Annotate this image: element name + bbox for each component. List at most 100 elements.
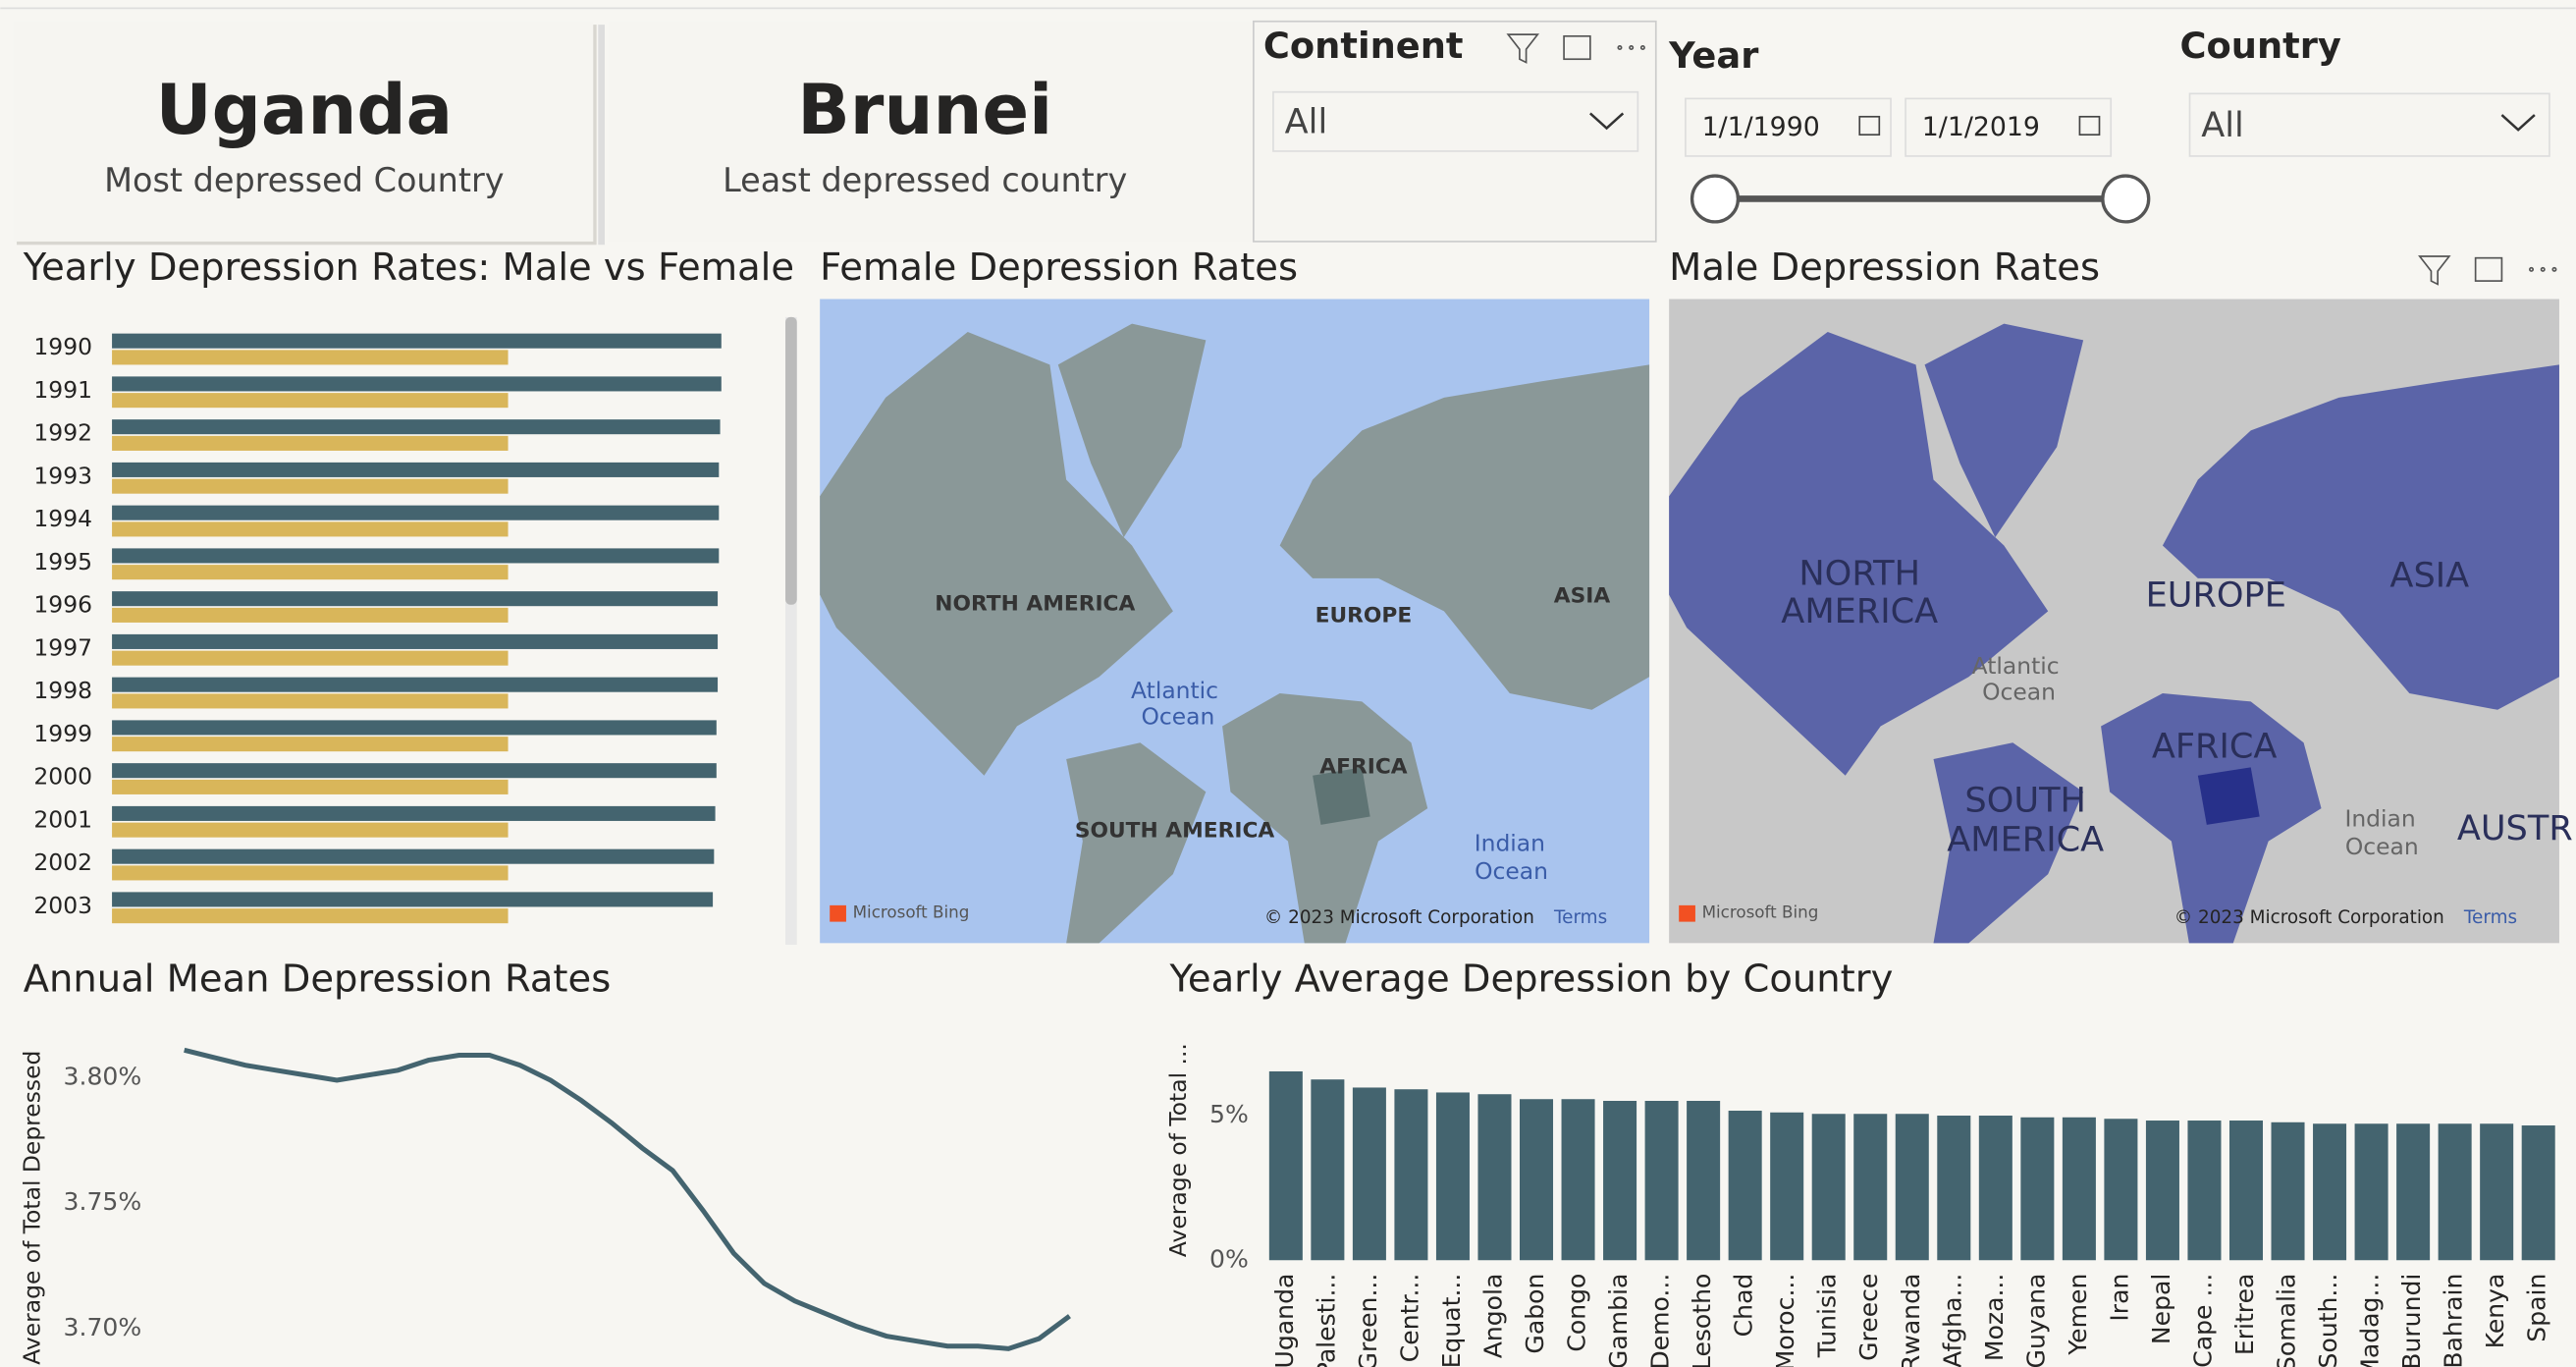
map-label: Atlantic [1131, 677, 1218, 704]
map-land [1669, 331, 2049, 776]
map-terms[interactable]: Terms [2463, 907, 2517, 928]
y-axis-label: Average of Total ... [1164, 1043, 1192, 1257]
bar [2313, 1123, 2347, 1261]
map-title: Male Depression Rates [1669, 246, 2100, 290]
map-label: NORTH [1798, 554, 1920, 594]
y-tick-label: 2000 [33, 763, 92, 791]
bar [1477, 1094, 1512, 1261]
map-label: SOUTH AMERICA [1075, 819, 1275, 844]
bar [2062, 1117, 2096, 1261]
chart-title: Yearly Depression Rates: Male vs Female [23, 246, 794, 290]
date-input[interactable] [1905, 97, 2113, 157]
date-value: 1/1/2019 [1922, 112, 2040, 142]
map-label: AUSTR [2457, 808, 2573, 848]
bar [112, 650, 509, 666]
x-tick-label: Greece [1854, 1274, 1883, 1361]
visual-icons [1506, 33, 1645, 64]
bar [1435, 1092, 1470, 1261]
map-land [2162, 364, 2559, 710]
bar [112, 848, 715, 864]
y-tick-label: 3.80% [64, 1062, 142, 1090]
x-tick-label: Madag... [2356, 1274, 2385, 1367]
y-tick-label: 2001 [33, 805, 92, 833]
slider-handle[interactable] [2101, 174, 2151, 224]
slider-handle[interactable] [1690, 174, 1741, 224]
dropdown[interactable] [1272, 90, 1639, 152]
bar [112, 693, 509, 709]
bar [112, 633, 719, 649]
scrollbar-thumb[interactable] [785, 316, 797, 605]
calendar-icon [1858, 115, 1881, 137]
map-attribution: © 2023 Microsoft Corporation [2174, 907, 2444, 928]
dropdown-value: All [1285, 101, 1328, 141]
bar [112, 478, 509, 494]
x-tick-label: Moroc... [1771, 1274, 1799, 1367]
y-tick-label: 1997 [33, 633, 92, 661]
x-tick-label: Tunisia [1813, 1274, 1842, 1359]
map-attribution: © 2023 Microsoft Corporation [1264, 907, 1534, 928]
bar [1311, 1079, 1345, 1261]
bar [112, 677, 719, 692]
bar [2020, 1117, 2055, 1261]
y-tick-label: 1999 [33, 720, 92, 747]
map-land [1057, 323, 1207, 538]
bar [112, 462, 720, 477]
x-tick-label: Guyana [2021, 1274, 2050, 1367]
card [13, 21, 594, 242]
x-tick-label: Nepal [2147, 1274, 2175, 1344]
slicer-title: Continent [1263, 25, 1464, 67]
bar [112, 720, 717, 736]
map-label: Ocean [2345, 833, 2419, 860]
map-land [1933, 742, 2084, 944]
x-tick-label: Burundi [2397, 1274, 2426, 1367]
bar [112, 591, 719, 607]
bing-logo [1679, 904, 1695, 922]
y-tick-label: 2002 [33, 848, 92, 876]
bar [1728, 1111, 1762, 1261]
slicer-title: Country [2179, 25, 2340, 67]
x-tick-label: Bahrain [2440, 1274, 2468, 1367]
chart-title: Annual Mean Depression Rates [24, 957, 612, 1001]
bar [112, 376, 722, 392]
dropdown[interactable] [2188, 92, 2550, 157]
bar [2438, 1123, 2472, 1261]
bar [1561, 1099, 1595, 1261]
bar [112, 763, 717, 779]
date-input[interactable] [1685, 97, 1892, 157]
x-tick-label: Uganda [1270, 1274, 1299, 1367]
date-value: 1/1/1990 [1702, 112, 1820, 142]
map-label: Indian [2344, 804, 2415, 832]
x-tick-label: Rwanda [1897, 1274, 1925, 1367]
x-tick-label: Green... [1354, 1274, 1382, 1367]
map-label: AMERICA [1947, 820, 2104, 860]
scrollbar[interactable] [785, 316, 797, 946]
bar [1770, 1112, 1804, 1261]
bar [112, 393, 509, 409]
bar [1644, 1101, 1679, 1261]
y-tick-label: 1995 [33, 548, 92, 575]
x-tick-label: Centr... [1395, 1274, 1423, 1363]
map-land [1924, 323, 2084, 538]
bar [112, 865, 509, 881]
x-tick-label: Equat... [1437, 1274, 1466, 1367]
bar [112, 908, 509, 924]
map-land [1279, 364, 1650, 710]
x-tick-label: Eritrea [2230, 1274, 2259, 1356]
y-tick-label: 2003 [33, 892, 92, 919]
map-terms[interactable]: Terms [1553, 907, 1607, 928]
x-tick-label: Chad [1730, 1274, 1758, 1338]
bar [112, 548, 720, 564]
bar [112, 607, 509, 623]
map-label: Indian [1475, 829, 1545, 856]
y-tick-label: 5% [1209, 1100, 1249, 1128]
y-tick-label: 3.75% [64, 1187, 142, 1216]
bar [112, 737, 509, 752]
x-tick-label: Afgha... [1938, 1274, 1966, 1367]
bar [1853, 1114, 1888, 1261]
y-axis-label: Average of Total Depressed [18, 1051, 45, 1365]
y-tick-label: 1993 [33, 462, 92, 489]
calendar-icon [2078, 115, 2101, 137]
map-label: SOUTH [1964, 780, 2086, 820]
visual-icons [2418, 255, 2557, 286]
